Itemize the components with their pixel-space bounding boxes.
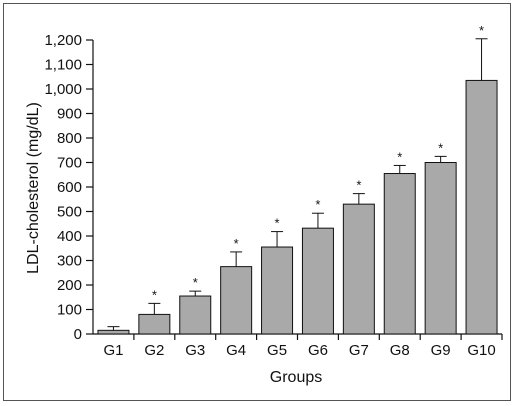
y-tick-label: 1,200	[44, 32, 82, 49]
y-tick-label: 600	[57, 179, 82, 196]
x-axis-title: Groups	[270, 369, 322, 386]
x-tick-label: G9	[431, 342, 451, 359]
y-tick-label: 300	[57, 253, 82, 270]
bar	[261, 246, 294, 335]
bar	[179, 295, 212, 335]
significance-marker: *	[315, 197, 320, 212]
significance-marker: *	[397, 149, 402, 164]
x-tick-label: G7	[349, 342, 369, 359]
y-tick-label: 900	[57, 106, 82, 123]
x-tick-label: G2	[144, 342, 164, 359]
bar	[424, 162, 457, 335]
y-tick-label: 100	[57, 302, 82, 319]
y-tick-label: 200	[57, 277, 82, 294]
bar	[301, 227, 334, 335]
y-tick-label: 400	[57, 228, 82, 245]
y-tick-label: 1,100	[44, 57, 82, 74]
y-tick-label: 1,000	[44, 81, 82, 98]
significance-marker: *	[356, 178, 361, 193]
significance-marker: *	[275, 216, 280, 231]
significance-marker: *	[193, 275, 198, 290]
significance-marker: *	[234, 236, 239, 251]
x-tick-label: G1	[103, 342, 123, 359]
bar	[383, 173, 416, 335]
x-tick-label: G10	[467, 342, 495, 359]
y-tick-label: 0	[74, 326, 82, 343]
x-tick-label: G5	[267, 342, 287, 359]
x-tick-label: G3	[185, 342, 205, 359]
significance-marker: *	[479, 23, 484, 38]
x-tick-label: G4	[226, 342, 246, 359]
y-tick-label: 800	[57, 130, 82, 147]
bar	[465, 79, 498, 335]
y-axis-title: LDL-cholesterol (mg/dL)	[25, 102, 42, 274]
x-tick-label: G6	[308, 342, 328, 359]
y-tick-label: 500	[57, 204, 82, 221]
bar	[138, 313, 171, 335]
y-tick-label: 700	[57, 155, 82, 172]
x-tick-label: G8	[390, 342, 410, 359]
bar	[220, 266, 253, 335]
significance-marker: *	[438, 140, 443, 155]
significance-marker: *	[152, 287, 157, 302]
bar	[342, 203, 375, 335]
bar	[97, 329, 130, 335]
